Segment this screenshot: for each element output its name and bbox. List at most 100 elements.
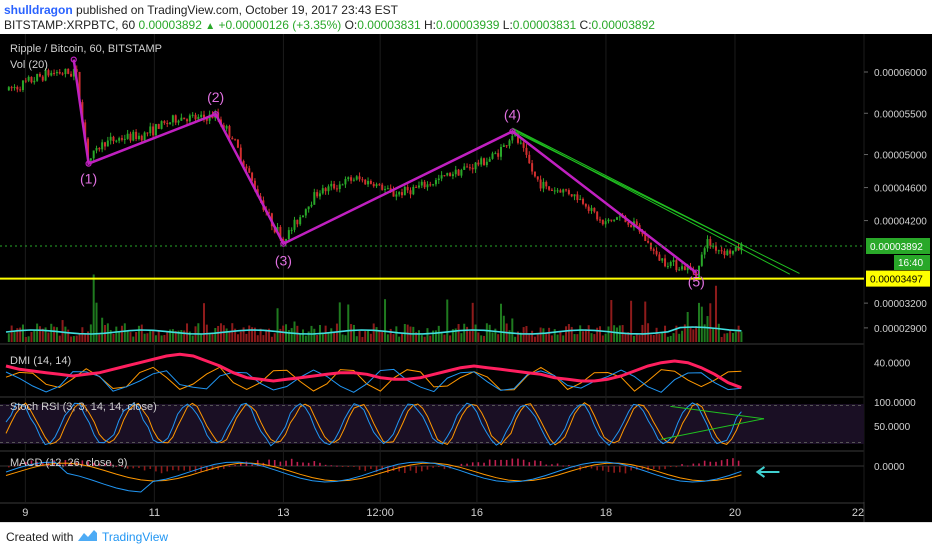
macd-histogram-bar bbox=[296, 461, 299, 466]
chart-canvas[interactable]: (1)(2)(3)(4)(5) 40.0000100.000050.00000.… bbox=[0, 34, 932, 522]
volume-bar bbox=[706, 316, 709, 342]
candle-body bbox=[384, 188, 387, 190]
volume-bar bbox=[632, 335, 635, 342]
volume-bar bbox=[152, 329, 155, 342]
volume-bar bbox=[548, 327, 551, 342]
macd-histogram-bar bbox=[528, 462, 531, 466]
volume-bar bbox=[734, 331, 737, 342]
candle-body bbox=[347, 177, 350, 180]
volume-bar bbox=[446, 299, 449, 342]
candle-body bbox=[318, 193, 321, 197]
candle-body bbox=[372, 183, 375, 187]
volume-bar bbox=[47, 332, 50, 342]
candle-body bbox=[166, 123, 169, 125]
volume-bar bbox=[290, 328, 293, 342]
candle-body bbox=[678, 269, 681, 271]
candle-body bbox=[188, 115, 191, 122]
volume-bar bbox=[440, 332, 443, 342]
macd-histogram-bar bbox=[539, 461, 542, 466]
volume-bar bbox=[703, 324, 706, 342]
candle-body bbox=[287, 230, 290, 240]
volume-bar bbox=[401, 333, 403, 342]
candle-body bbox=[279, 226, 282, 239]
volume-bar bbox=[550, 335, 553, 342]
candle-body bbox=[335, 188, 338, 190]
candle-body bbox=[613, 219, 616, 221]
drawings: (1) (2) (3) (4) (5) bbox=[0, 56, 864, 290]
candle-body bbox=[417, 185, 420, 188]
volume-bar bbox=[485, 323, 488, 342]
volume-bar bbox=[533, 336, 536, 342]
candle-body bbox=[434, 180, 437, 185]
candle-body bbox=[652, 249, 655, 251]
candle-body bbox=[505, 145, 508, 147]
volume-bar bbox=[217, 325, 220, 342]
volume-bar bbox=[497, 334, 500, 342]
volume-bar bbox=[545, 333, 548, 342]
stoch-k-line bbox=[5, 402, 742, 447]
candle-body bbox=[285, 239, 288, 242]
macd-histogram-bar bbox=[251, 464, 253, 466]
candle-body bbox=[30, 76, 33, 83]
author-link[interactable]: shulldragon bbox=[4, 3, 73, 17]
volume-bar bbox=[338, 302, 341, 342]
candle-body bbox=[231, 137, 234, 140]
volume-bar bbox=[64, 326, 67, 342]
volume-bar bbox=[630, 300, 633, 342]
change-text: +0.00000126 (+3.35%) bbox=[218, 18, 342, 32]
macd-histogram-bar bbox=[290, 458, 293, 466]
volume-bar bbox=[344, 335, 347, 342]
chart-header: shulldragon published on TradingView.com… bbox=[0, 0, 932, 34]
price-tick-label: 0.00004600 bbox=[874, 184, 927, 195]
volume-bar bbox=[649, 334, 652, 342]
volume-bar bbox=[24, 336, 27, 342]
macd-histogram-bar bbox=[206, 466, 208, 472]
macd-histogram-bar bbox=[494, 460, 497, 466]
volume-bar bbox=[146, 333, 149, 342]
volume-bar bbox=[500, 303, 502, 342]
macd-histogram-bar bbox=[404, 466, 406, 474]
candle-body bbox=[21, 80, 24, 90]
macd-histogram-bar bbox=[624, 466, 627, 474]
stoch-d-line bbox=[5, 402, 742, 446]
macd-histogram-bar bbox=[166, 466, 169, 472]
volume-bar bbox=[457, 324, 460, 342]
countdown-tag-text: 16:40 bbox=[898, 258, 923, 269]
candle-body bbox=[67, 68, 70, 74]
wave-label: (3) bbox=[275, 253, 292, 269]
dmi-tick-label: 40.0000 bbox=[874, 359, 911, 370]
candle-body bbox=[548, 186, 551, 190]
volume-bar bbox=[7, 333, 10, 342]
macd-histogram-bar bbox=[189, 466, 191, 471]
candle-body bbox=[140, 135, 143, 141]
wave-label: (4) bbox=[504, 106, 521, 122]
macd-histogram-bar bbox=[471, 462, 474, 466]
candle-body bbox=[389, 188, 392, 191]
candle-body bbox=[717, 250, 720, 252]
volume-bar bbox=[514, 336, 517, 342]
support-price-tag bbox=[866, 270, 930, 287]
macd-histogram-bar bbox=[511, 458, 514, 466]
volume-bar bbox=[519, 332, 522, 342]
candle-body bbox=[154, 124, 157, 136]
last-price-tag-text: 0.00003892 bbox=[870, 242, 923, 253]
candle-body bbox=[75, 69, 78, 72]
candle-body bbox=[556, 190, 559, 192]
candle-body bbox=[324, 188, 327, 192]
volume-bar bbox=[714, 285, 717, 342]
candle-body bbox=[33, 80, 36, 83]
volume-bar bbox=[78, 334, 81, 342]
volume-bar bbox=[683, 324, 686, 342]
volume-bar bbox=[143, 333, 146, 342]
high-value: 0.00003939 bbox=[436, 18, 500, 32]
candle-body bbox=[398, 192, 401, 195]
candle-body bbox=[344, 179, 347, 185]
candle-body bbox=[570, 194, 573, 197]
volume-bar bbox=[211, 334, 214, 342]
volume-bar bbox=[157, 330, 160, 342]
macd-histogram-bar bbox=[562, 465, 565, 467]
volume-bar bbox=[737, 325, 740, 342]
candle-body bbox=[307, 206, 310, 210]
tradingview-link[interactable]: TradingView bbox=[102, 530, 169, 544]
macd-histogram-bar bbox=[19, 463, 21, 466]
